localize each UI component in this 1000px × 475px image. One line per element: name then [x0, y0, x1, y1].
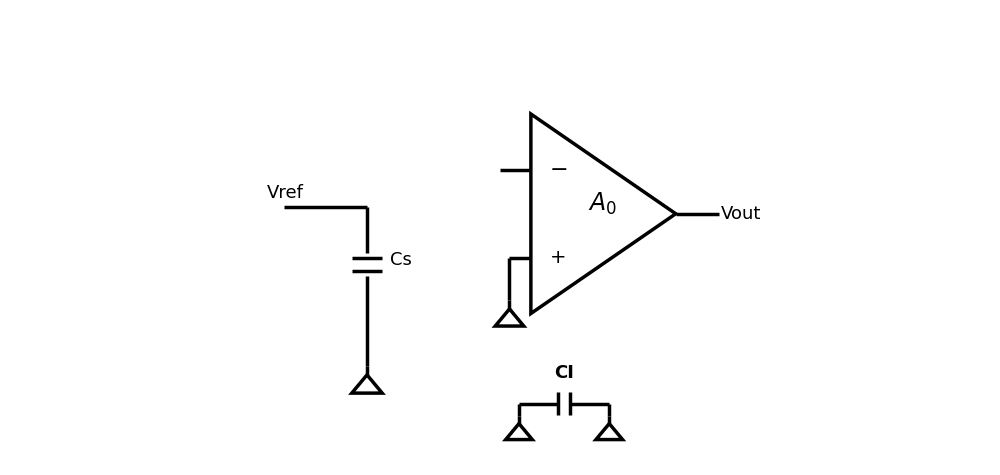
Text: CI: CI: [554, 364, 574, 382]
Text: Cs: Cs: [390, 251, 411, 269]
Text: +: +: [550, 248, 566, 267]
Text: Vout: Vout: [721, 205, 761, 223]
Text: Vref: Vref: [267, 184, 304, 202]
Text: $A_0$: $A_0$: [588, 191, 617, 218]
Text: −: −: [550, 160, 568, 180]
